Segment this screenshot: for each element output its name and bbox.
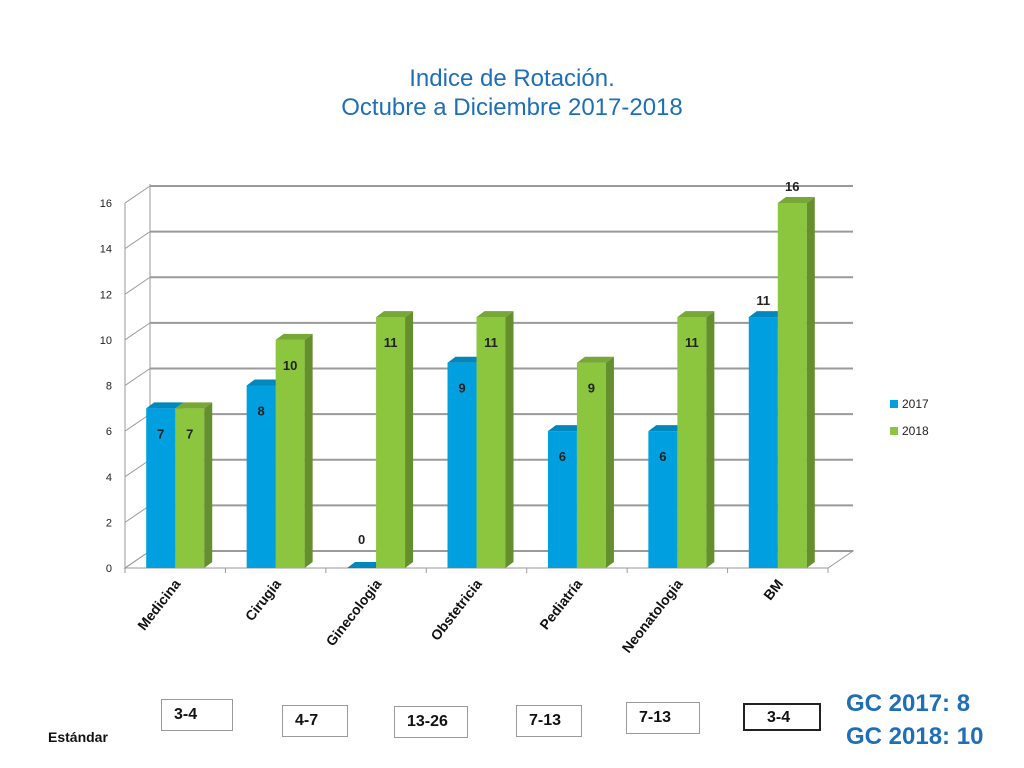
data-label: 9 bbox=[458, 381, 465, 396]
bar-top-2018-bm bbox=[777, 197, 815, 203]
gridline-side-10 bbox=[124, 322, 151, 341]
bar-top-2018-neonatologia bbox=[677, 311, 715, 318]
y-tick-label: 4 bbox=[106, 472, 112, 484]
data-label: 11 bbox=[685, 335, 699, 350]
data-label: 16 bbox=[785, 179, 799, 194]
bar-2017-pediatría bbox=[547, 431, 577, 568]
bar-side-2018-pediatría bbox=[605, 356, 614, 568]
gridline-side-6 bbox=[124, 413, 151, 432]
bar-2018-bm bbox=[777, 203, 807, 568]
bar-chart: 0 2 4 6 8 10 12 14 16 7 7 Medicina 8 10 Cirugia 0 11 Gine… bbox=[100, 179, 929, 656]
bar-2018-ginecologia bbox=[376, 317, 406, 568]
bar-top-2017-neonatologia bbox=[648, 425, 686, 432]
bar-side-2018-ginecologia bbox=[405, 311, 414, 568]
gridline-side-2 bbox=[124, 504, 151, 523]
y-tick-label: 14 bbox=[100, 244, 112, 256]
bar-side-2018-neonatologia bbox=[706, 311, 715, 568]
standard-label: Estándar bbox=[48, 729, 108, 745]
bar-2017-bm bbox=[748, 317, 778, 568]
data-label: 11 bbox=[756, 293, 770, 308]
standard-box-obstetricia: 7-13 bbox=[516, 705, 582, 737]
bar-2017-medicina bbox=[146, 408, 176, 568]
y-tick-label: 2 bbox=[106, 517, 112, 529]
x-tick-label-pediatría: Pediatría bbox=[536, 576, 585, 633]
x-tick-label-cirugia: Cirugia bbox=[242, 576, 284, 624]
bar-2017-obstetricia bbox=[447, 362, 477, 568]
y-tick-label: 8 bbox=[106, 381, 112, 393]
chart-title: Indice de Rotación. Octubre a Diciembre … bbox=[0, 64, 1024, 122]
bar-2018-medicina bbox=[175, 408, 205, 568]
standard-box-neonatologia: 3-4 bbox=[743, 703, 821, 731]
bar-top-2017-obstetricia bbox=[447, 356, 485, 363]
y-tick-label: 0 bbox=[106, 563, 112, 575]
y-tick-label: 12 bbox=[100, 289, 112, 301]
bar-top-2018-pediatría bbox=[576, 356, 614, 363]
data-label: 0 bbox=[358, 532, 365, 547]
bar-top-2017-ginecologia bbox=[347, 562, 385, 568]
gridline-side-14 bbox=[124, 231, 151, 250]
standard-box-medicina: 3-4 bbox=[161, 699, 233, 731]
bar-2018-neonatologia bbox=[677, 317, 707, 568]
data-label: 6 bbox=[559, 449, 566, 464]
bar-side-2018-medicina bbox=[204, 402, 213, 568]
legend-swatch-2017 bbox=[890, 400, 898, 408]
x-tick-label-neonatologia: Neonatologia bbox=[619, 576, 686, 656]
bar-top-2017-pediatría bbox=[547, 425, 585, 432]
bar-2017-neonatologia bbox=[648, 431, 678, 568]
gridline-side-4 bbox=[124, 459, 151, 478]
bar-top-2017-medicina bbox=[146, 402, 184, 409]
data-label: 8 bbox=[258, 404, 265, 419]
bar-2018-cirugia bbox=[275, 339, 305, 568]
legend-label-2017: 2017 bbox=[902, 397, 929, 411]
data-label: 6 bbox=[659, 449, 666, 464]
y-tick-label: 16 bbox=[100, 198, 112, 210]
data-label: 10 bbox=[283, 358, 297, 373]
bar-top-2018-cirugia bbox=[275, 333, 313, 340]
gridline-side-16 bbox=[124, 185, 151, 204]
standard-box-ginecologia: 13-26 bbox=[394, 706, 468, 738]
data-label: 11 bbox=[484, 335, 498, 350]
bar-2018-pediatría bbox=[576, 362, 606, 568]
bar-side-2018-bm bbox=[806, 197, 815, 568]
data-label: 7 bbox=[186, 426, 193, 441]
data-label: 9 bbox=[588, 381, 595, 396]
gridline-side-8 bbox=[124, 368, 151, 386]
x-tick-label-ginecologia: Ginecologia bbox=[322, 576, 384, 649]
chart-title-line-1: Indice de Rotación. bbox=[409, 65, 615, 92]
bar-top-2017-cirugia bbox=[246, 379, 284, 386]
legend-label-2018: 2018 bbox=[902, 424, 929, 438]
standard-box-pediatria: 7-13 bbox=[626, 702, 700, 734]
bar-2018-obstetricia bbox=[476, 317, 506, 568]
bar-top-2017-bm bbox=[748, 311, 786, 318]
x-tick-label-obstetricia: Obstetricia bbox=[427, 576, 485, 644]
y-tick-label: 6 bbox=[106, 426, 112, 438]
data-label: 7 bbox=[157, 426, 164, 441]
bar-side-2018-obstetricia bbox=[505, 311, 514, 568]
bar-2017-cirugia bbox=[246, 385, 276, 568]
bar-top-2018-ginecologia bbox=[376, 311, 414, 318]
legend-swatch-2018 bbox=[890, 427, 898, 435]
bar-top-2018-medicina bbox=[175, 402, 213, 409]
gridline-side-12 bbox=[124, 276, 151, 295]
x-tick-label-medicina: Medicina bbox=[134, 576, 184, 633]
data-label: 11 bbox=[384, 335, 398, 350]
bar-top-2018-obstetricia bbox=[476, 311, 514, 318]
bar-side-2018-cirugia bbox=[304, 333, 313, 568]
gc-2017: GC 2017: 8 bbox=[846, 690, 971, 717]
x-tick-label-bm: BM bbox=[760, 576, 786, 603]
chart-title-line-2: Octubre a Diciembre 2017-2018 bbox=[341, 94, 683, 121]
gc-2018: GC 2018: 10 bbox=[846, 723, 984, 750]
standard-box-cirugia: 4-7 bbox=[282, 705, 348, 737]
y-tick-label: 10 bbox=[100, 335, 112, 347]
